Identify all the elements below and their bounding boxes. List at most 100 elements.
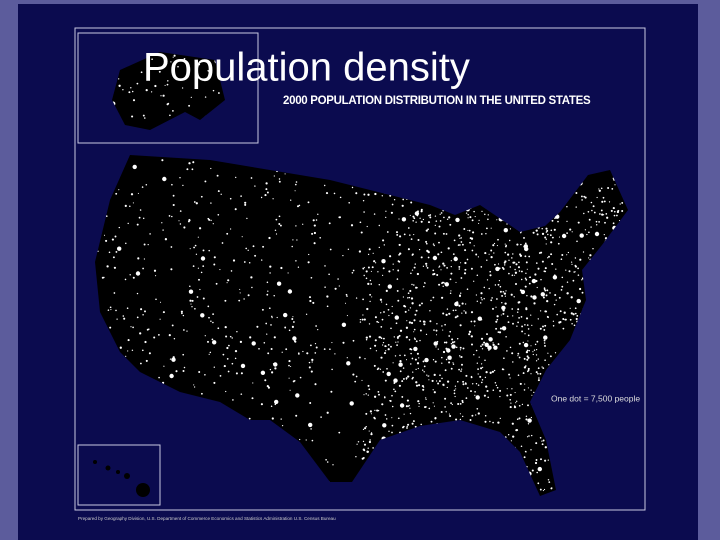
dot: [312, 301, 315, 304]
dot: [533, 349, 536, 351]
dot: [537, 466, 542, 472]
dot: [377, 367, 380, 370]
dot: [393, 378, 398, 383]
dot: [613, 214, 616, 217]
dot: [518, 317, 520, 319]
dot: [420, 220, 423, 223]
dot: [142, 267, 144, 270]
dot: [530, 295, 533, 298]
dot: [141, 186, 144, 188]
dot: [326, 305, 329, 308]
dot: [429, 214, 432, 216]
dot: [544, 236, 547, 239]
dot: [287, 272, 289, 274]
dot: [407, 297, 409, 299]
dot: [523, 236, 525, 239]
dot: [254, 185, 256, 187]
dot: [525, 365, 527, 367]
dot: [533, 302, 536, 305]
dot: [209, 351, 212, 354]
dot: [269, 272, 271, 274]
dot: [494, 382, 497, 384]
dot: [527, 328, 530, 330]
dot: [484, 414, 487, 417]
dot: [307, 201, 310, 204]
dot: [305, 439, 307, 441]
dot: [170, 268, 173, 271]
dot: [554, 352, 557, 354]
dot: [217, 190, 220, 193]
dot: [204, 180, 207, 183]
dot: [107, 309, 110, 311]
dot: [492, 307, 494, 310]
dot: [461, 312, 463, 314]
dot: [530, 416, 533, 419]
dot: [517, 352, 520, 355]
dot: [411, 302, 414, 305]
dot: [474, 390, 476, 393]
dot: [192, 161, 195, 164]
dot: [106, 265, 109, 268]
dot: [288, 329, 291, 332]
dot: [152, 68, 155, 70]
dot: [548, 364, 550, 366]
dot: [398, 384, 401, 387]
dot: [359, 321, 362, 323]
dot: [265, 322, 268, 325]
dot: [210, 167, 212, 170]
dot: [438, 241, 440, 244]
dot: [212, 89, 215, 92]
dot: [378, 321, 380, 323]
dot: [419, 329, 422, 332]
dot: [459, 418, 462, 421]
dot: [179, 176, 181, 179]
dot: [544, 267, 547, 270]
dot: [439, 374, 441, 377]
dot: [281, 351, 283, 353]
dot: [501, 305, 506, 311]
dot: [208, 249, 210, 252]
dot: [97, 250, 99, 252]
dot: [503, 292, 507, 295]
dot: [326, 461, 329, 463]
dot: [464, 303, 467, 305]
dot: [412, 371, 414, 373]
dot: [522, 341, 524, 344]
dot: [202, 297, 205, 300]
dot: [182, 314, 185, 317]
dot: [408, 339, 411, 341]
dot: [351, 186, 354, 189]
dot: [442, 262, 445, 265]
dot: [269, 368, 272, 371]
dot: [170, 246, 173, 248]
dot: [459, 356, 461, 358]
dot: [514, 392, 516, 394]
dot: [246, 217, 248, 220]
dot: [515, 429, 518, 432]
dot: [285, 348, 288, 351]
dot: [294, 190, 296, 192]
dot: [483, 341, 486, 344]
dot: [509, 393, 512, 396]
dot: [527, 387, 529, 389]
dot: [274, 403, 277, 406]
dot: [403, 233, 406, 236]
dot: [390, 345, 392, 348]
dot: [435, 346, 437, 348]
dot: [248, 261, 251, 264]
dot: [496, 318, 499, 321]
dot: [471, 383, 474, 385]
dot: [511, 257, 513, 259]
dot: [363, 394, 365, 396]
dot: [207, 340, 209, 343]
dot: [384, 396, 386, 398]
dot: [410, 297, 414, 300]
dot: [379, 336, 382, 339]
dot: [502, 268, 505, 270]
dot: [485, 232, 487, 235]
dot: [362, 440, 365, 443]
dot: [503, 228, 508, 233]
dot: [330, 390, 333, 393]
dot: [129, 274, 131, 276]
dot: [495, 266, 500, 272]
